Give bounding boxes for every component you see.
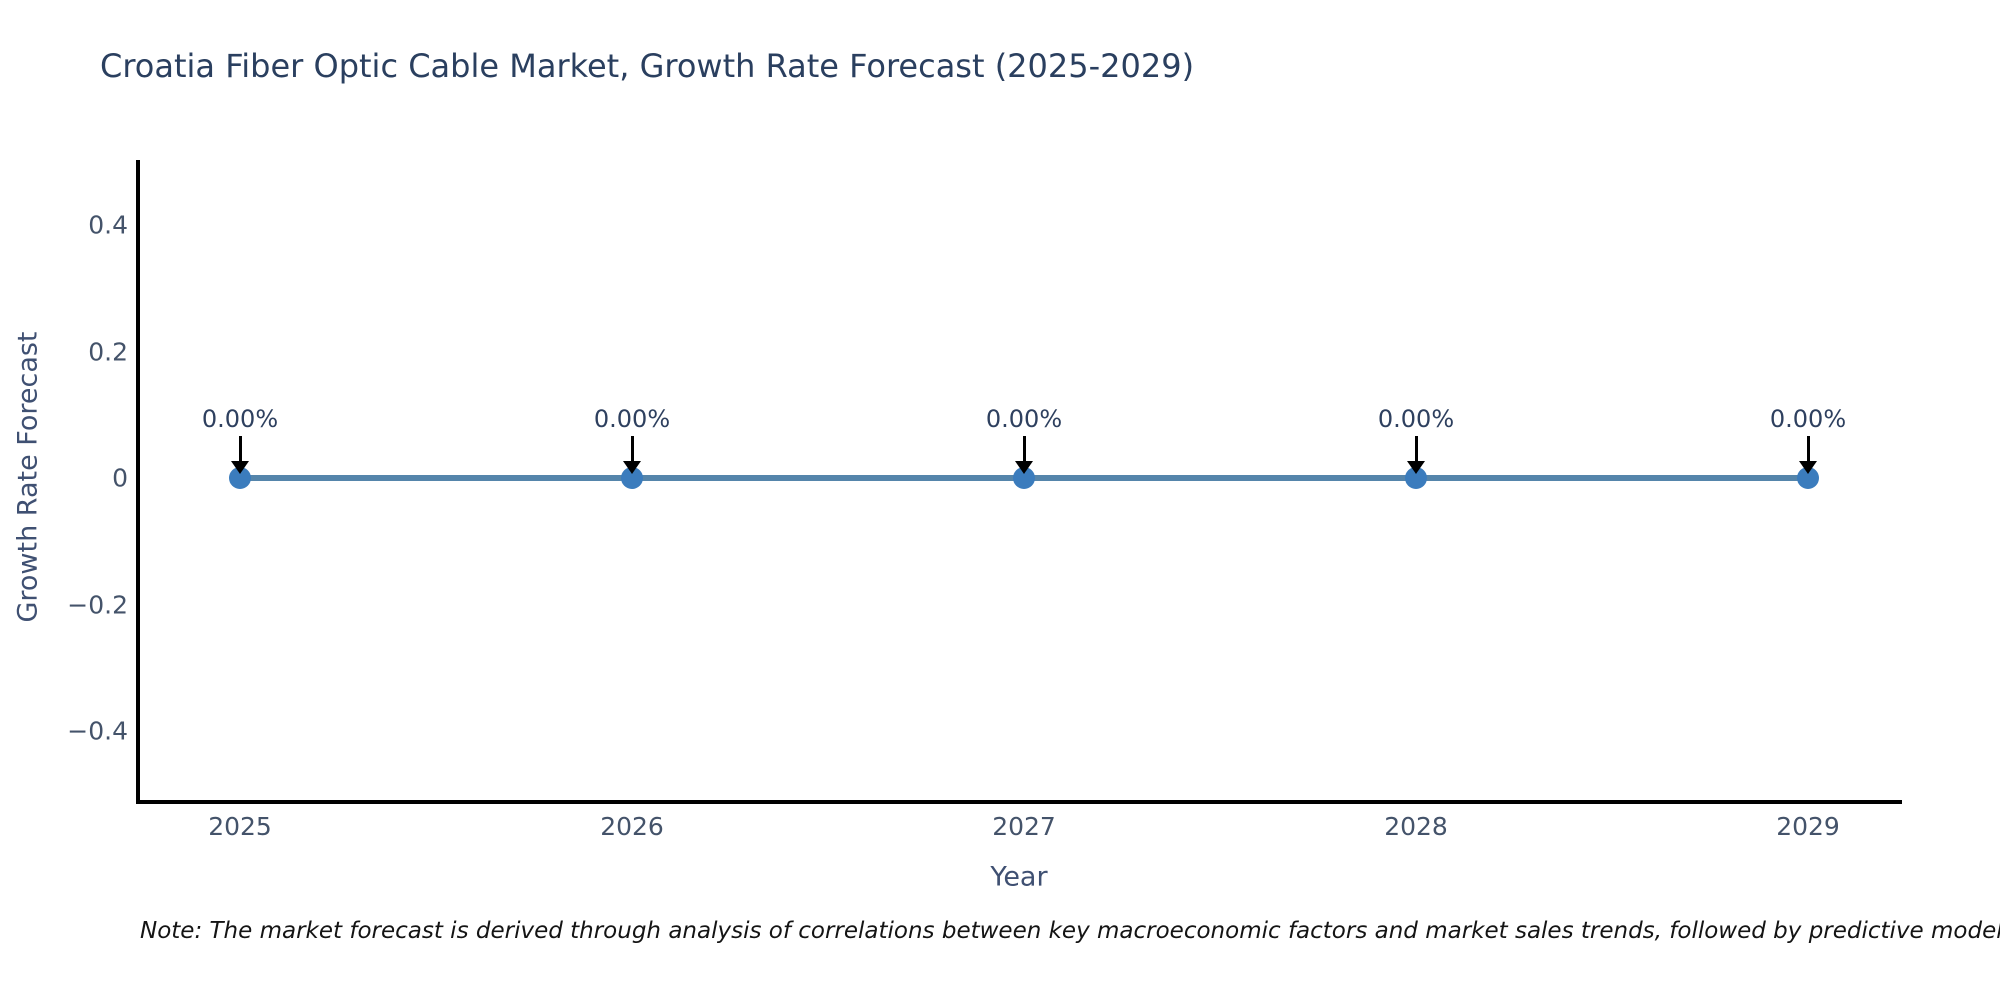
annotation-arrow-shaft <box>1414 436 1418 462</box>
annotation-arrow-head-icon <box>1407 461 1425 474</box>
annotation-arrow-head-icon <box>1015 461 1033 474</box>
y-tick-label: 0.2 <box>88 337 128 366</box>
annotation-arrow-head-icon <box>623 461 641 474</box>
x-tick-label: 2026 <box>600 812 664 841</box>
x-axis-title: Year <box>990 861 1048 893</box>
annotation-arrow-shaft <box>630 436 634 462</box>
annotation-arrow-shaft <box>1022 436 1026 462</box>
x-tick-label: 2025 <box>208 812 272 841</box>
y-axis-spine <box>136 160 140 804</box>
annotation-arrow-head-icon <box>1799 461 1817 474</box>
annotation-arrow-shaft <box>238 436 242 462</box>
x-tick-label: 2027 <box>992 812 1056 841</box>
x-tick-label: 2028 <box>1384 812 1448 841</box>
point-annotation-label: 0.00% <box>201 405 279 433</box>
y-tick-label: 0 <box>112 463 128 493</box>
point-annotation-label: 0.00% <box>985 405 1063 433</box>
y-tick-label: 0.4 <box>88 210 128 240</box>
x-axis-spine <box>136 800 1902 804</box>
point-annotation-label: 0.00% <box>593 405 671 433</box>
footnote: Note: The market forecast is derived thr… <box>140 918 2000 944</box>
annotation-arrow-shaft <box>1806 436 1810 462</box>
y-tick-label: −0.2 <box>67 590 128 619</box>
point-annotation-label: 0.00% <box>1377 405 1455 433</box>
chart-title: Croatia Fiber Optic Cable Market, Growth… <box>100 47 1195 85</box>
y-tick-label: −0.4 <box>67 716 128 746</box>
annotation-arrow-head-icon <box>231 461 249 474</box>
point-annotation-label: 0.00% <box>1769 405 1847 433</box>
x-tick-label: 2029 <box>1776 812 1840 841</box>
